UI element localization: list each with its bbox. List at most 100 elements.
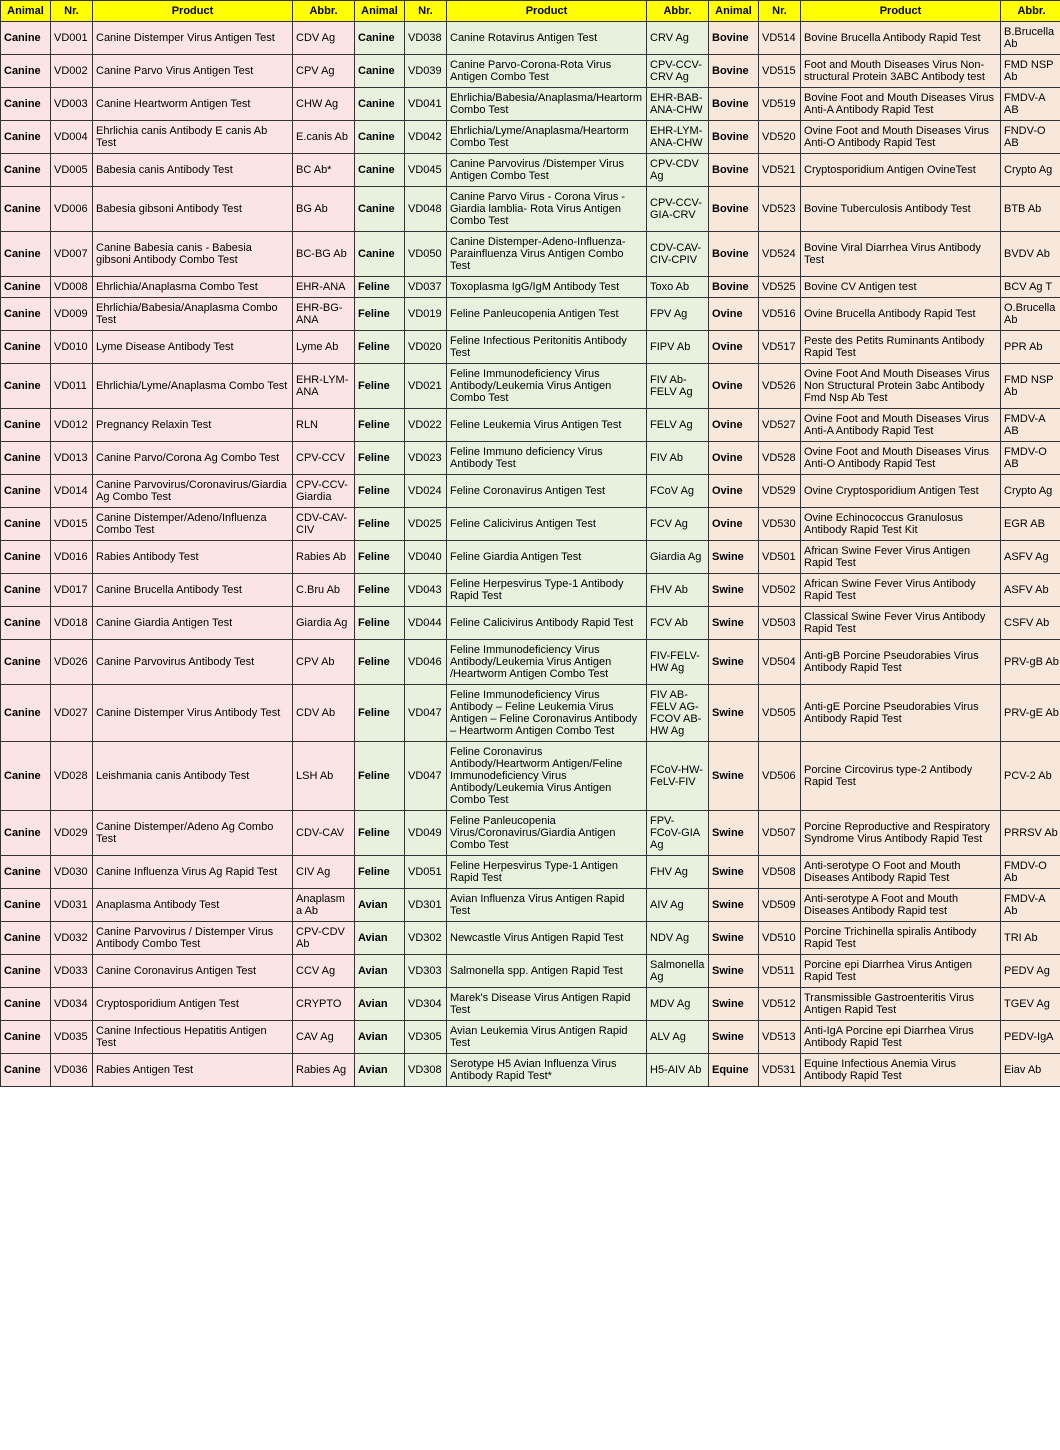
cell-abbr: E.canis Ab bbox=[293, 121, 355, 154]
cell-product: Cryptosporidium Antigen Test bbox=[93, 988, 293, 1021]
cell-abbr: LSH Ab bbox=[293, 742, 355, 811]
cell-animal: Avian bbox=[355, 922, 405, 955]
cell-nr: VD048 bbox=[405, 187, 447, 232]
cell-abbr: CDV-CAV-CIV bbox=[293, 508, 355, 541]
cell-product: Anti-serotype A Foot and Mouth Diseases … bbox=[801, 889, 1001, 922]
cell-product: Canine Brucella Antibody Test bbox=[93, 574, 293, 607]
cell-abbr: TRI Ab bbox=[1001, 922, 1060, 955]
cell-product: Feline Panleucopenia Antigen Test bbox=[447, 298, 647, 331]
cell-product: Porcine epi Diarrhea Virus Antigen Rapid… bbox=[801, 955, 1001, 988]
cell-abbr: O.Brucella Ab bbox=[1001, 298, 1060, 331]
cell-product: Anti-gE Porcine Pseudorabies Virus Antib… bbox=[801, 685, 1001, 742]
cell-abbr: FPV Ag bbox=[647, 298, 709, 331]
cell-animal: Feline bbox=[355, 508, 405, 541]
cell-abbr: BC Ab* bbox=[293, 154, 355, 187]
cell-abbr: CDV-CAV bbox=[293, 811, 355, 856]
cell-nr: VD509 bbox=[759, 889, 801, 922]
cell-nr: VD040 bbox=[405, 541, 447, 574]
cell-animal: Canine bbox=[1, 811, 51, 856]
cell-nr: VD012 bbox=[51, 409, 93, 442]
cell-product: Ehrlichia/Lyme/Anaplasma/Heartorm Combo … bbox=[447, 121, 647, 154]
cell-animal: Ovine bbox=[709, 508, 759, 541]
table-row: CanineVD014Canine Parvovirus/Coronavirus… bbox=[1, 475, 1060, 508]
cell-nr: VD504 bbox=[759, 640, 801, 685]
cell-product: Ovine Echinococcus Granulosus Antibody R… bbox=[801, 508, 1001, 541]
col-header-animal: Animal bbox=[709, 1, 759, 22]
col-header-animal: Animal bbox=[355, 1, 405, 22]
cell-animal: Ovine bbox=[709, 409, 759, 442]
cell-abbr: BVDV Ab bbox=[1001, 232, 1060, 277]
col-header-product: Product bbox=[447, 1, 647, 22]
cell-animal: Canine bbox=[1, 685, 51, 742]
cell-product: Canine Distemper/Adeno/Influenza Combo T… bbox=[93, 508, 293, 541]
cell-product: Pregnancy Relaxin Test bbox=[93, 409, 293, 442]
col-header-abbr: Abbr. bbox=[293, 1, 355, 22]
col-header-abbr: Abbr. bbox=[647, 1, 709, 22]
cell-product: Feline Calicivirus Antigen Test bbox=[447, 508, 647, 541]
cell-product: Babesia gibsoni Antibody Test bbox=[93, 187, 293, 232]
cell-abbr: FCoV-HW-FeLV-FIV bbox=[647, 742, 709, 811]
cell-abbr: FNDV-O AB bbox=[1001, 121, 1060, 154]
cell-nr: VD303 bbox=[405, 955, 447, 988]
cell-abbr: CPV-CDV Ag bbox=[647, 154, 709, 187]
cell-product: Canine Heartworm Antigen Test bbox=[93, 88, 293, 121]
cell-product: Classical Swine Fever Virus Antibody Rap… bbox=[801, 607, 1001, 640]
cell-product: Canine Parvo Virus - Corona Virus - Giar… bbox=[447, 187, 647, 232]
cell-animal: Canine bbox=[1, 475, 51, 508]
cell-nr: VD513 bbox=[759, 1021, 801, 1054]
cell-abbr: CRYPTO bbox=[293, 988, 355, 1021]
cell-animal: Feline bbox=[355, 475, 405, 508]
cell-nr: VD011 bbox=[51, 364, 93, 409]
cell-product: Ovine Foot and Mouth Diseases Virus Anti… bbox=[801, 121, 1001, 154]
table-row: CanineVD034Cryptosporidium Antigen TestC… bbox=[1, 988, 1060, 1021]
cell-abbr: FCV Ab bbox=[647, 607, 709, 640]
cell-nr: VD510 bbox=[759, 922, 801, 955]
cell-abbr: FCoV Ag bbox=[647, 475, 709, 508]
cell-nr: VD517 bbox=[759, 331, 801, 364]
cell-nr: VD026 bbox=[51, 640, 93, 685]
table-row: CanineVD008Ehrlichia/Anaplasma Combo Tes… bbox=[1, 277, 1060, 298]
cell-product: Bovine Foot and Mouth Diseases Virus Ant… bbox=[801, 88, 1001, 121]
cell-product: Anaplasma Antibody Test bbox=[93, 889, 293, 922]
cell-nr: VD007 bbox=[51, 232, 93, 277]
table-row: CanineVD007Canine Babesia canis - Babesi… bbox=[1, 232, 1060, 277]
cell-abbr: Crypto Ag bbox=[1001, 475, 1060, 508]
cell-animal: Canine bbox=[1, 55, 51, 88]
cell-abbr: Rabies Ab bbox=[293, 541, 355, 574]
cell-animal: Feline bbox=[355, 298, 405, 331]
cell-nr: VD038 bbox=[405, 22, 447, 55]
cell-animal: Swine bbox=[709, 1021, 759, 1054]
cell-animal: Canine bbox=[1, 889, 51, 922]
cell-abbr: FMDV-O AB bbox=[1001, 442, 1060, 475]
table-row: CanineVD017Canine Brucella Antibody Test… bbox=[1, 574, 1060, 607]
cell-abbr: Toxo Ab bbox=[647, 277, 709, 298]
cell-animal: Canine bbox=[355, 88, 405, 121]
cell-product: Canine Parvo-Corona-Rota Virus Antigen C… bbox=[447, 55, 647, 88]
product-table: AnimalNr.ProductAbbr.AnimalNr.ProductAbb… bbox=[0, 0, 1060, 1087]
cell-animal: Feline bbox=[355, 574, 405, 607]
cell-product: Canine Coronavirus Antigen Test bbox=[93, 955, 293, 988]
table-row: CanineVD013Canine Parvo/Corona Ag Combo … bbox=[1, 442, 1060, 475]
table-row: CanineVD031Anaplasma Antibody TestAnapla… bbox=[1, 889, 1060, 922]
cell-abbr: BCV Ag T bbox=[1001, 277, 1060, 298]
cell-nr: VD502 bbox=[759, 574, 801, 607]
table-row: Canine VD003Canine Heartworm Antigen Test… bbox=[1, 88, 1060, 121]
cell-animal: Canine bbox=[355, 55, 405, 88]
cell-animal: Canine bbox=[1, 121, 51, 154]
cell-nr: VD039 bbox=[405, 55, 447, 88]
cell-animal: Canine bbox=[1, 742, 51, 811]
table-row: CanineVD004Ehrlichia canis Antibody E ca… bbox=[1, 121, 1060, 154]
cell-abbr: Giardia Ag bbox=[647, 541, 709, 574]
table-row: CanineVD030Canine Influenza Virus Ag Rap… bbox=[1, 856, 1060, 889]
cell-nr: VD525 bbox=[759, 277, 801, 298]
cell-product: Avian Influenza Virus Antigen Rapid Test bbox=[447, 889, 647, 922]
table-row: CanineVD015Canine Distemper/Adeno/Influe… bbox=[1, 508, 1060, 541]
cell-product: Canine Infectious Hepatitis Antigen Test bbox=[93, 1021, 293, 1054]
cell-nr: VD051 bbox=[405, 856, 447, 889]
cell-nr: VD003 bbox=[51, 88, 93, 121]
table-row: CanineVD005Babesia canis Antibody TestBC… bbox=[1, 154, 1060, 187]
cell-nr: VD528 bbox=[759, 442, 801, 475]
cell-abbr: FCV Ag bbox=[647, 508, 709, 541]
cell-animal: Canine bbox=[1, 541, 51, 574]
cell-animal: Feline bbox=[355, 409, 405, 442]
